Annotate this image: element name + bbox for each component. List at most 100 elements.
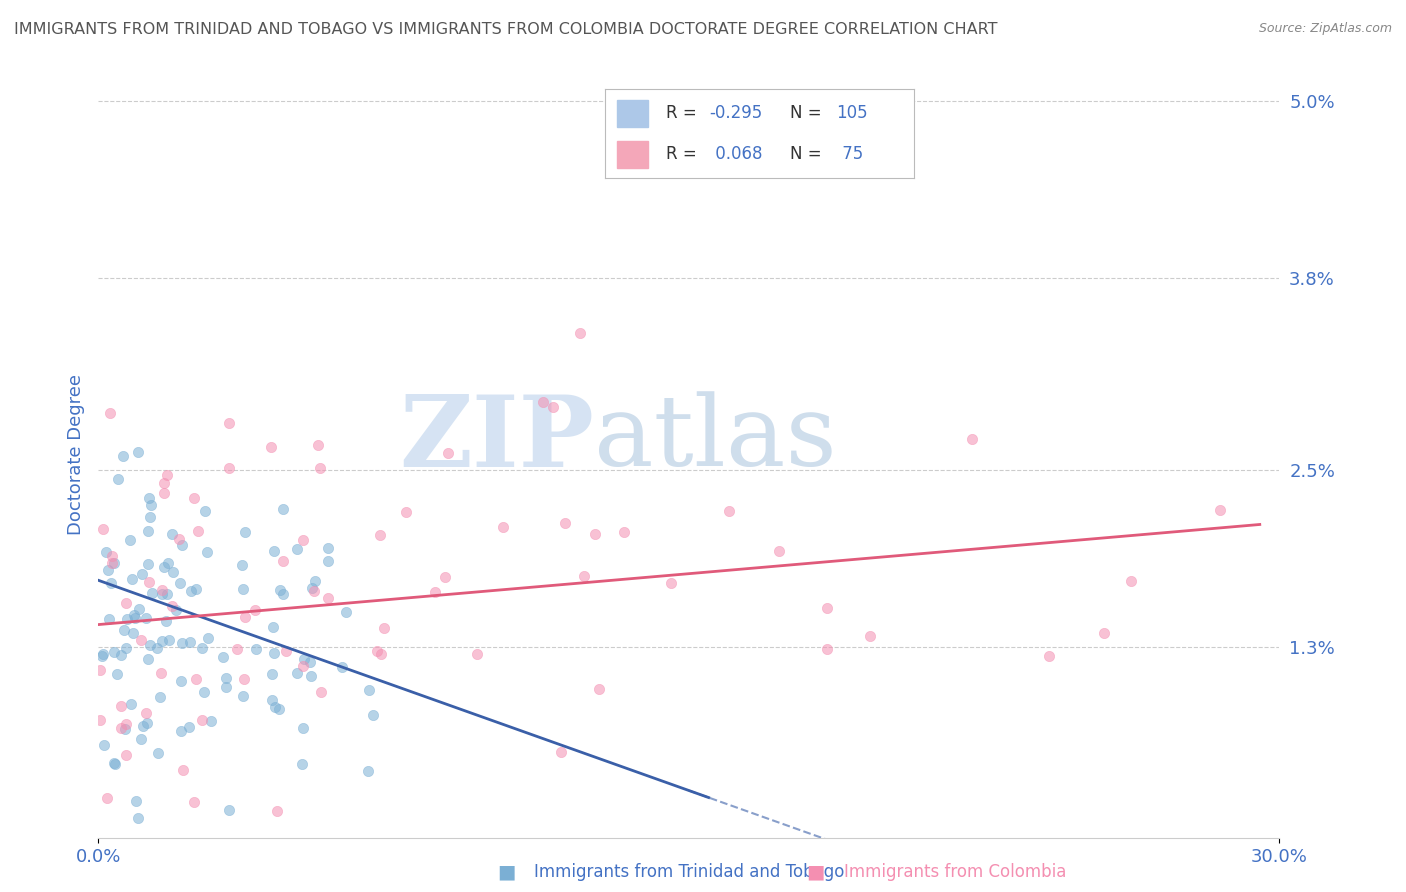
- Point: [172, 636, 194, 650]
- Point: [170, 538, 193, 552]
- Point: [162, 599, 184, 613]
- Text: Immigrants from Colombia: Immigrants from Colombia: [844, 863, 1066, 881]
- Point: [187, 524, 209, 539]
- Point: [127, 811, 149, 825]
- Point: [127, 444, 149, 458]
- Point: [218, 416, 240, 430]
- Point: [103, 756, 125, 771]
- Point: [131, 566, 153, 581]
- Text: Immigrants from Trinidad and Tobago: Immigrants from Trinidad and Tobago: [534, 863, 845, 881]
- Point: [292, 652, 315, 666]
- Point: [263, 544, 285, 558]
- Point: [103, 644, 125, 658]
- Point: [373, 621, 395, 635]
- Point: [153, 486, 176, 500]
- Point: [304, 574, 326, 588]
- Point: [100, 576, 122, 591]
- Point: [262, 667, 284, 681]
- Point: [285, 666, 308, 681]
- Point: [114, 640, 136, 655]
- Point: [129, 732, 152, 747]
- Point: [299, 668, 322, 682]
- Point: [218, 461, 240, 475]
- Point: [359, 682, 381, 697]
- Text: R =: R =: [666, 145, 703, 163]
- Point: [97, 612, 120, 626]
- Point: [271, 587, 294, 601]
- Point: [183, 491, 205, 505]
- Point: [316, 554, 339, 568]
- Point: [465, 647, 488, 661]
- Text: Source: ZipAtlas.com: Source: ZipAtlas.com: [1258, 22, 1392, 36]
- Point: [197, 545, 219, 559]
- Point: [167, 532, 190, 546]
- Point: [200, 714, 222, 728]
- Point: [180, 584, 202, 599]
- Point: [262, 620, 284, 634]
- Point: [1209, 503, 1232, 517]
- Text: 105: 105: [837, 104, 868, 122]
- Point: [150, 587, 173, 601]
- Point: [588, 682, 610, 697]
- Point: [105, 666, 128, 681]
- Point: [301, 581, 323, 595]
- Point: [153, 475, 176, 490]
- Point: [718, 504, 741, 518]
- Bar: [617, 141, 648, 168]
- Point: [96, 545, 118, 559]
- Point: [122, 607, 145, 622]
- Point: [531, 395, 554, 409]
- Point: [149, 690, 172, 705]
- Point: [215, 672, 238, 686]
- Point: [159, 633, 181, 648]
- Point: [232, 582, 254, 597]
- Point: [136, 557, 159, 571]
- Point: [160, 526, 183, 541]
- Bar: [617, 100, 648, 127]
- Point: [120, 533, 142, 547]
- Point: [1121, 574, 1143, 589]
- Point: [136, 524, 159, 539]
- Point: [96, 791, 118, 805]
- Point: [260, 693, 283, 707]
- Text: IMMIGRANTS FROM TRINIDAD AND TOBAGO VS IMMIGRANTS FROM COLOMBIA DOCTORATE DEGREE: IMMIGRANTS FROM TRINIDAD AND TOBAGO VS I…: [14, 22, 998, 37]
- Point: [292, 721, 315, 735]
- Point: [104, 757, 127, 772]
- Point: [308, 461, 330, 475]
- Point: [436, 446, 458, 460]
- Point: [613, 525, 636, 540]
- Text: ZIP: ZIP: [399, 391, 595, 488]
- Point: [100, 556, 122, 570]
- Point: [395, 505, 418, 519]
- Point: [170, 673, 193, 688]
- Point: [124, 611, 146, 625]
- Point: [276, 644, 298, 658]
- Point: [292, 659, 315, 673]
- Point: [128, 602, 150, 616]
- Point: [194, 504, 217, 518]
- Point: [146, 641, 169, 656]
- Point: [150, 583, 173, 598]
- Point: [115, 748, 138, 763]
- Point: [226, 642, 249, 657]
- Point: [156, 587, 179, 601]
- Point: [218, 803, 240, 817]
- Point: [98, 406, 121, 420]
- Point: [264, 700, 287, 714]
- Point: [271, 502, 294, 516]
- Point: [179, 634, 201, 648]
- Point: [316, 591, 339, 606]
- Point: [136, 651, 159, 665]
- Point: [568, 326, 591, 340]
- Text: N =: N =: [790, 145, 827, 163]
- Point: [121, 572, 143, 586]
- Point: [550, 745, 572, 759]
- Point: [112, 624, 135, 638]
- Point: [368, 527, 391, 541]
- Point: [103, 556, 125, 570]
- Point: [361, 708, 384, 723]
- Point: [309, 685, 332, 699]
- Point: [156, 467, 179, 482]
- Point: [141, 586, 163, 600]
- Text: R =: R =: [666, 104, 703, 122]
